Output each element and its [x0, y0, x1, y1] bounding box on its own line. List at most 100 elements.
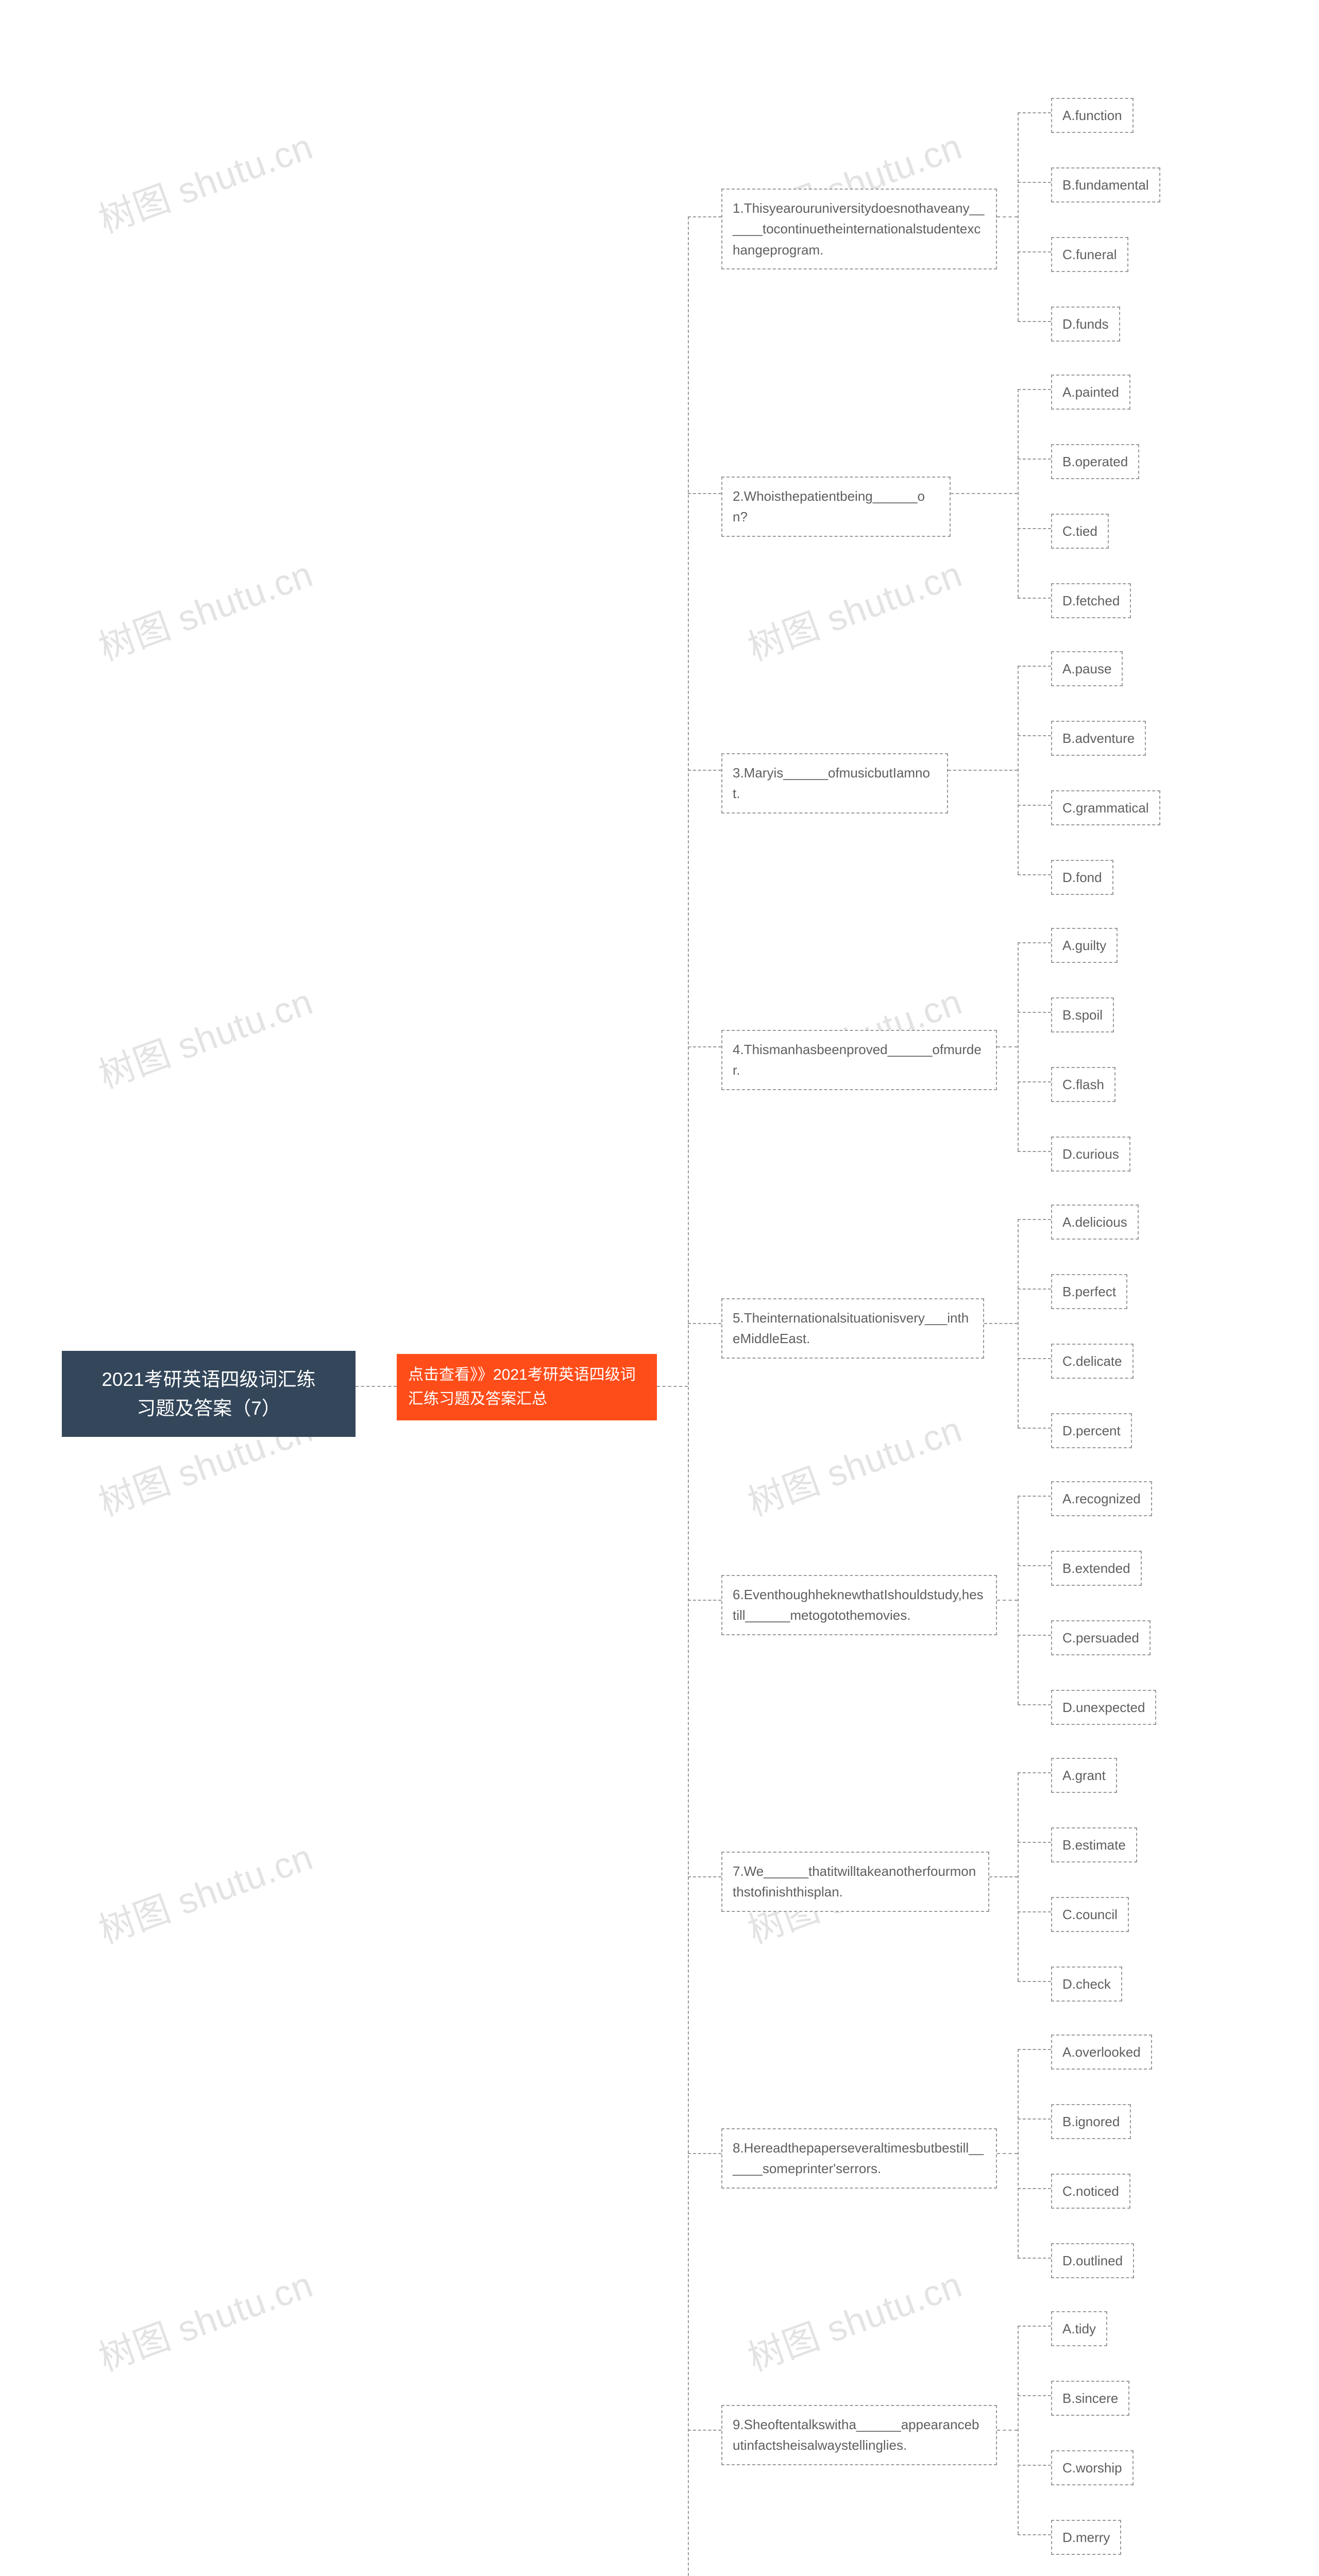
option-node: C.noticed [1051, 2174, 1130, 2209]
connector [1018, 2049, 1051, 2050]
question-text: 3.Maryis______ofmusicbutIamnot. [733, 765, 930, 801]
connector [1018, 389, 1019, 598]
connector [1018, 2395, 1051, 2396]
connector [951, 493, 1018, 494]
watermark: 树图 shutu.cn [91, 1828, 319, 1954]
watermark: 树图 shutu.cn [91, 973, 319, 1099]
connector [688, 1046, 721, 1047]
connector [1018, 459, 1051, 460]
connector [1018, 735, 1051, 736]
question-text: 9.Sheoftentalkswitha______appearancebuti… [733, 2417, 979, 2453]
option-node: A.function [1051, 98, 1134, 133]
connector [1018, 1842, 1051, 1843]
option-node: A.grant [1051, 1758, 1117, 1793]
root-line1: 2021考研英语四级词汇练 [102, 1369, 315, 1390]
root-line2: 习题及答案（7） [137, 1398, 281, 1419]
connector [1018, 666, 1019, 874]
connector [984, 1323, 1018, 1324]
option-text: C.tied [1062, 523, 1097, 539]
option-node: B.fundamental [1051, 167, 1160, 202]
option-node: C.persuaded [1051, 1620, 1151, 1655]
connector [688, 216, 721, 217]
connector [688, 216, 689, 2576]
connector [1018, 389, 1051, 390]
option-node: A.pause [1051, 651, 1123, 686]
question-text: 5.Theinternationalsituationisvery___inth… [733, 1310, 969, 1346]
connector [1018, 1289, 1051, 1290]
option-node: B.adventure [1051, 721, 1146, 756]
connector [688, 770, 721, 771]
option-text: C.flash [1062, 1077, 1104, 1092]
option-text: C.grammatical [1062, 800, 1149, 816]
option-node: B.sincere [1051, 2381, 1129, 2416]
option-node: B.estimate [1051, 1827, 1137, 1862]
option-text: D.unexpected [1062, 1700, 1145, 1715]
option-text: C.worship [1062, 2460, 1122, 2476]
option-node: A.tidy [1051, 2311, 1107, 2346]
root-node: 2021考研英语四级词汇练 习题及答案（7） [62, 1351, 356, 1437]
connector [1018, 1565, 1051, 1566]
connector [1018, 1151, 1051, 1152]
option-node: C.flash [1051, 1067, 1115, 1102]
connector [997, 2153, 1018, 2154]
option-text: B.spoil [1062, 1007, 1103, 1023]
watermark: 树图 shutu.cn [740, 2256, 968, 2382]
connector [1018, 1911, 1051, 1912]
mindmap-canvas: 树图 shutu.cn 树图 shutu.cn 树图 shutu.cn 树图 s… [0, 0, 1319, 2576]
connector [948, 770, 1018, 771]
option-node: D.outlined [1051, 2243, 1134, 2278]
option-text: A.painted [1062, 384, 1119, 400]
connector [1018, 1704, 1051, 1705]
option-text: A.tidy [1062, 2321, 1096, 2336]
connector [1018, 2465, 1051, 2466]
connector [657, 1386, 688, 1387]
option-node: B.spoil [1051, 997, 1114, 1032]
option-text: A.pause [1062, 661, 1111, 676]
option-node: B.extended [1051, 1551, 1142, 1586]
option-node: A.guilty [1051, 928, 1118, 963]
connector [688, 1876, 721, 1877]
connector [1018, 805, 1051, 806]
option-text: C.delicate [1062, 1353, 1122, 1369]
option-node: C.delicate [1051, 1344, 1134, 1379]
option-text: D.merry [1062, 2530, 1110, 2545]
question-node-2: 2.Whoisthepatientbeing______on? [721, 477, 951, 537]
option-text: D.curious [1062, 1146, 1119, 1162]
option-node: B.operated [1051, 444, 1139, 479]
connector [1018, 1635, 1051, 1636]
option-node: D.merry [1051, 2520, 1121, 2555]
option-node: C.worship [1051, 2450, 1134, 2485]
question-node-6: 6.EventhoughheknewthatIshouldstudy,hesti… [721, 1575, 997, 1635]
question-text: 4.Thismanhasbeenproved______ofmurder. [733, 1042, 982, 1078]
option-node: B.ignored [1051, 2104, 1131, 2139]
connector [1018, 1081, 1051, 1082]
connector [1018, 1496, 1051, 1497]
watermark: 树图 shutu.cn [91, 2256, 319, 2382]
watermark: 树图 shutu.cn [91, 546, 319, 671]
option-text: A.guilty [1062, 938, 1106, 953]
connector [997, 216, 1018, 217]
option-node: D.curious [1051, 1137, 1130, 1172]
option-text: B.fundamental [1062, 177, 1149, 193]
option-node: D.fetched [1051, 583, 1131, 618]
connector [1018, 2119, 1051, 2120]
option-text: C.council [1062, 1907, 1118, 1922]
connector [1018, 2326, 1019, 2534]
question-node-1: 1.Thisyearouruniversitydoesnothaveany___… [721, 189, 997, 269]
option-node: D.fond [1051, 860, 1113, 895]
level1-node: 点击查看》》2021考研英语四级词汇练习题及答案汇总 [397, 1354, 657, 1420]
connector [1018, 112, 1051, 113]
question-node-5: 5.Theinternationalsituationisvery___inth… [721, 1298, 984, 1359]
option-node: A.recognized [1051, 1481, 1152, 1516]
option-node: D.funds [1051, 307, 1120, 342]
connector [1018, 112, 1019, 321]
question-node-4: 4.Thismanhasbeenproved______ofmurder. [721, 1030, 997, 1090]
option-text: D.check [1062, 1976, 1111, 1992]
connector [1018, 182, 1051, 183]
option-node: D.check [1051, 1967, 1122, 2002]
connector [1018, 1012, 1051, 1013]
connector [1018, 942, 1019, 1151]
option-node: A.overlooked [1051, 2035, 1152, 2070]
connector [1018, 1496, 1019, 1704]
question-node-9: 9.Sheoftentalkswitha______appearancebuti… [721, 2405, 997, 2465]
